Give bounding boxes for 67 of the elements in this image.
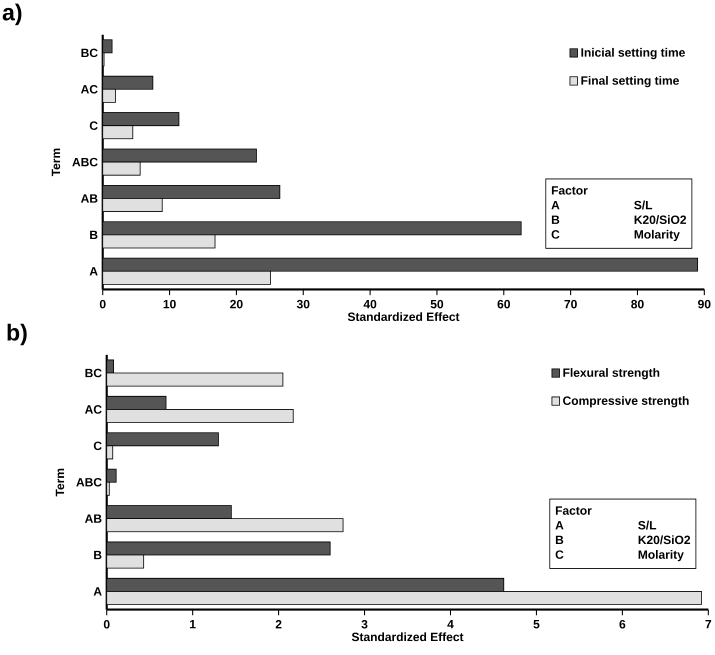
chart-title: b) <box>8 324 27 346</box>
x-tick-label: 10 <box>164 300 176 308</box>
y-tick-label: ABC <box>72 158 98 166</box>
bar <box>106 469 116 482</box>
annotation: K20/SiO2 <box>638 535 690 544</box>
x-tick-label: 30 <box>296 300 310 308</box>
annotation: C <box>556 550 564 559</box>
y-tick-label: AB <box>80 194 98 203</box>
x-tick-label: 60 <box>498 300 510 308</box>
y-tick-label: B <box>90 230 98 240</box>
y-tick-label: AC <box>84 405 102 414</box>
x-tick-label: 0 <box>100 300 106 308</box>
annotation: Factor <box>552 186 588 195</box>
annotation: A <box>555 521 564 530</box>
annotation: Molarity <box>638 550 684 562</box>
y-axis-title: Term <box>52 148 60 176</box>
legend-label: Compressive strength <box>563 396 689 408</box>
y-axis-title: Term <box>56 468 64 496</box>
y-tick-label: A <box>94 587 102 596</box>
bar <box>106 518 344 532</box>
bar <box>106 578 504 592</box>
legend-label: Final setting time <box>581 76 679 88</box>
y-tick-label: A <box>90 267 98 276</box>
bar <box>106 554 144 569</box>
annotation: B <box>552 216 560 224</box>
x-tick-label: 20 <box>230 300 243 308</box>
annotation: Molarity <box>634 230 680 242</box>
annotation: Factor <box>556 506 592 515</box>
x-tick-label: 1 <box>190 620 196 628</box>
x-tick-label: 6 <box>619 620 626 629</box>
x-tick-label: 7 <box>706 620 712 628</box>
bar <box>106 432 219 446</box>
y-tick-label: C <box>94 442 102 450</box>
y-tick-label: B <box>94 550 102 560</box>
annotation: B <box>556 536 564 544</box>
x-tick-label: 3 <box>361 620 368 629</box>
legend-label: Flexural strength <box>563 368 660 380</box>
x-tick-label: 5 <box>533 620 540 628</box>
x-tick-label: 2 <box>276 620 282 628</box>
x-tick-label: 0 <box>104 620 110 629</box>
bar <box>106 505 232 520</box>
bar <box>106 396 166 410</box>
annotation: S/L <box>634 200 652 210</box>
y-tick-label: BC <box>81 48 98 58</box>
bar <box>106 542 331 556</box>
bar <box>106 372 284 387</box>
x-tick-label: 50 <box>430 300 444 308</box>
y-tick-label: C <box>90 121 98 130</box>
y-tick-label: ABC <box>76 478 102 486</box>
bar <box>106 409 294 423</box>
x-tick-label: 70 <box>564 300 577 308</box>
bar <box>106 591 702 605</box>
annotation: S/L <box>638 520 656 530</box>
annotation: K20/SiO2 <box>634 215 686 224</box>
x-axis-title: Standardized Effect <box>348 312 460 322</box>
x-tick-label: 90 <box>698 300 711 308</box>
x-tick-label: 80 <box>631 300 644 308</box>
y-tick-label: BC <box>85 368 102 378</box>
chart-title: a) <box>2 4 22 26</box>
x-axis-title: Standardized Effect <box>352 632 464 642</box>
y-tick-label: AB <box>84 514 102 523</box>
x-tick-label: 40 <box>364 300 376 308</box>
y-tick-label: AC <box>80 85 98 94</box>
annotation: C <box>552 230 560 239</box>
x-tick-label: 4 <box>447 620 454 628</box>
legend-label: Inicial setting time <box>581 48 685 60</box>
annotation: A <box>551 200 560 210</box>
